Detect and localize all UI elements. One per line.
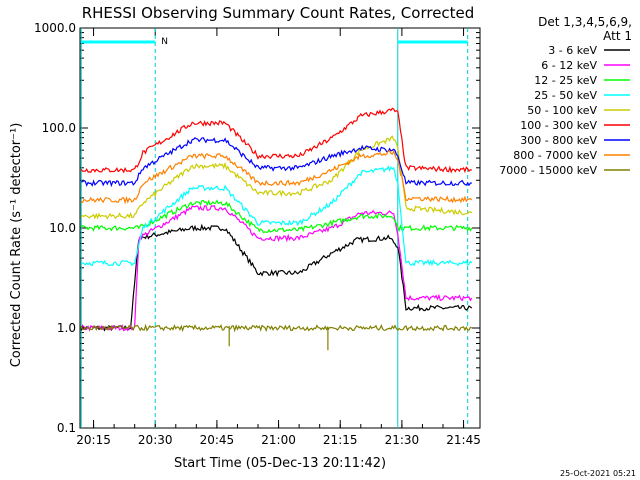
- legend-entry: 800 - 7000 keV: [513, 149, 597, 162]
- legend-entry: 50 - 100 keV: [527, 104, 597, 117]
- y-tick-label: 10.0: [49, 221, 76, 235]
- legend-entry: 12 - 25 keV: [534, 74, 597, 87]
- x-tick-label: 20:30: [138, 433, 173, 447]
- series-line: [80, 323, 473, 351]
- marker-label: N: [161, 37, 168, 47]
- series-line: [80, 107, 472, 174]
- x-tick-label: 21:00: [261, 433, 296, 447]
- footer-date: 25-Oct-2021 05:21: [560, 469, 636, 478]
- x-tick-label: 21:15: [323, 433, 358, 447]
- x-ticks: 20:15 20:30 20:45 21:00 21:15 21:30 21:45: [76, 28, 481, 447]
- plot-frame: [79, 27, 481, 429]
- y-axis-label: Corrected Count Rate (s⁻¹ detector⁻¹): [9, 123, 24, 368]
- series-line: [80, 204, 473, 332]
- series-line: [80, 223, 473, 332]
- x-tick-label: 20:45: [200, 433, 235, 447]
- legend-header-line-1: Det 1,3,4,5,6,9,: [538, 15, 632, 29]
- legend-entry: 7000 - 15000 keV: [499, 164, 597, 177]
- y-tick-label: 100.0: [42, 121, 76, 135]
- legend-entry: 300 - 800 keV: [520, 134, 597, 147]
- legend-header-line-2: Att 1: [603, 29, 632, 43]
- y-tick-label: 0.1: [57, 421, 76, 435]
- legend: Det 1,3,4,5,6,9, Att 1 3 - 6 keV 6 - 12 k…: [499, 15, 632, 177]
- y-tick-label: 1.0: [57, 321, 76, 335]
- x-axis-label: Start Time (05-Dec-13 20:11:42): [174, 456, 386, 471]
- series-group: N: [80, 28, 473, 428]
- y-tick-label: 1000.0: [34, 21, 76, 35]
- x-tick-label: 21:45: [446, 433, 481, 447]
- legend-entry: 25 - 50 keV: [534, 89, 597, 102]
- legend-entry: 3 - 6 keV: [548, 44, 597, 57]
- legend-entry: 100 - 300 keV: [520, 119, 597, 132]
- plot-area: 0.1 1.0 10.0 100.0 1000.0 20:15 20:30 20:45 21:…: [34, 21, 481, 447]
- chart-title: RHESSI Observing Summary Count Rates, Co…: [82, 4, 475, 22]
- series-line: [81, 165, 473, 267]
- legend-entry: 6 - 12 keV: [541, 59, 597, 72]
- y-ticks: 0.1 1.0 10.0 100.0 1000.0: [34, 21, 480, 435]
- series-line: [81, 136, 472, 188]
- x-tick-label: 21:30: [385, 433, 420, 447]
- series-line: [80, 149, 473, 205]
- series-line: [80, 135, 473, 220]
- x-tick-label: 20:15: [76, 433, 111, 447]
